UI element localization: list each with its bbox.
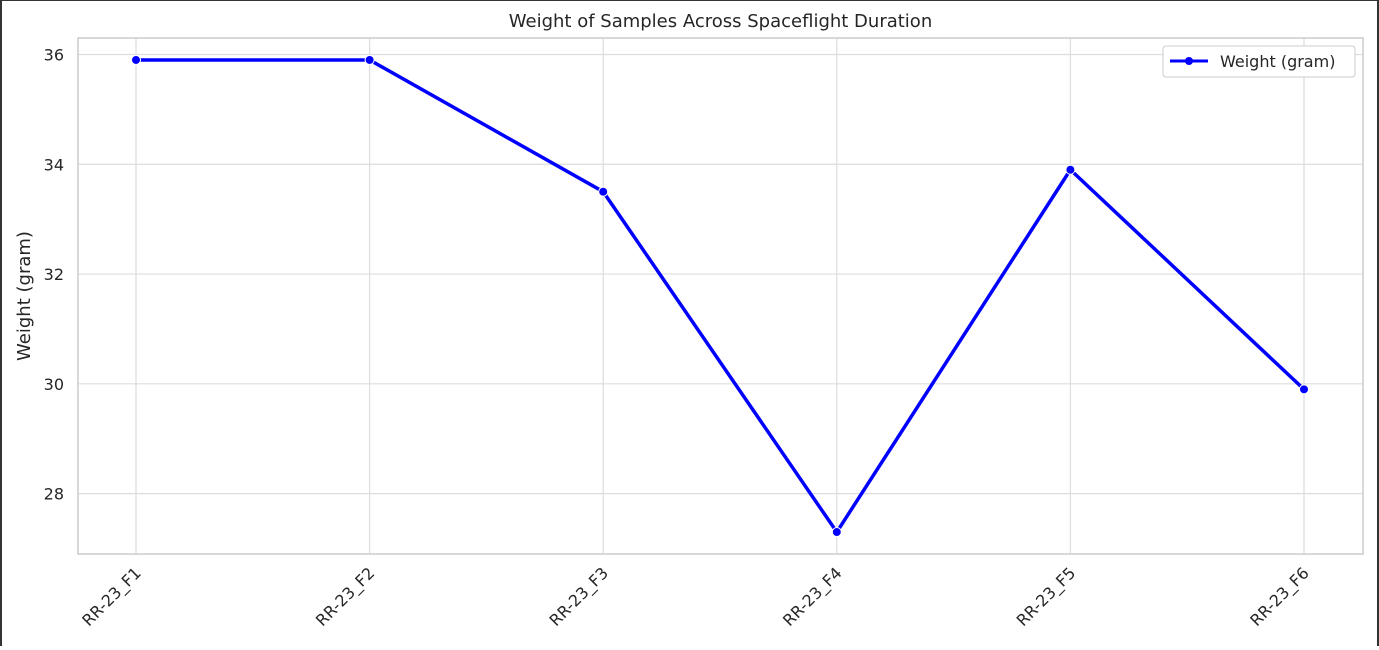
y-tick-label: 28 <box>44 485 64 504</box>
legend-label: Weight (gram) <box>1220 52 1335 71</box>
data-point <box>831 527 842 538</box>
legend-marker-swatch <box>1185 57 1193 65</box>
data-point <box>131 54 141 65</box>
x-tick-label: RR-23_F6 <box>1246 563 1313 630</box>
data-point <box>1299 384 1309 395</box>
data-point <box>598 186 609 197</box>
grid-lines <box>78 38 1363 554</box>
x-tick-label: RR-23_F2 <box>312 563 379 630</box>
legend-box <box>1162 45 1356 78</box>
x-tick-label: RR-23_F3 <box>545 563 612 630</box>
data-point <box>1065 164 1076 175</box>
y-tick-labels: 28 30 32 34 36 <box>44 45 64 503</box>
chart-title: Weight of Samples Across Spaceflight Dur… <box>509 11 932 32</box>
y-tick-label: 32 <box>44 265 64 284</box>
x-tick-label: RR-23_F1 <box>78 563 145 630</box>
x-tick-label: RR-23_F5 <box>1013 563 1080 630</box>
legend: Weight (gram) <box>1162 45 1356 78</box>
series-layer <box>131 54 1309 538</box>
y-tick-label: 34 <box>44 155 64 174</box>
series-line <box>136 58 1306 534</box>
y-axis-label: Weight (gram) <box>14 231 35 361</box>
plot-area-frame <box>77 37 1364 555</box>
x-tick-label: RR-23_F4 <box>779 563 846 630</box>
data-point <box>364 54 375 65</box>
x-tick-labels: RR-23_F1 RR-23_F2 RR-23_F3 RR-23_F4 RR-23_F5… <box>78 563 1313 630</box>
y-tick-label: 30 <box>44 375 64 394</box>
y-tick-label: 36 <box>44 45 64 64</box>
